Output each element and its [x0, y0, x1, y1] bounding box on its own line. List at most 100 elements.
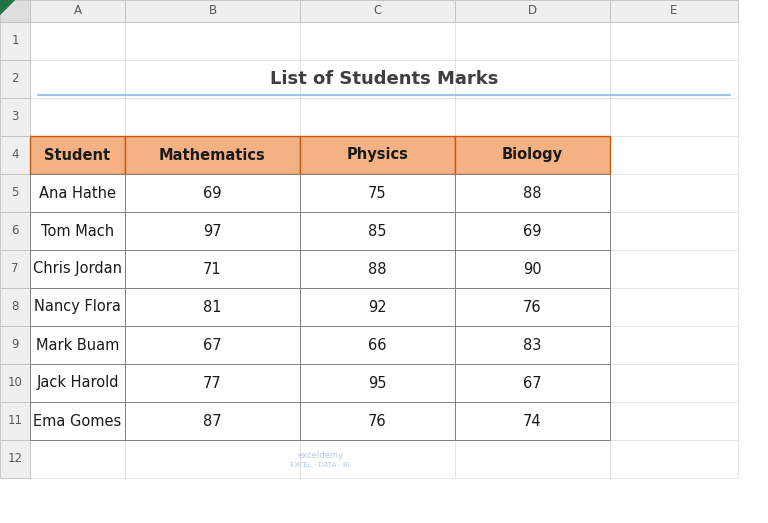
- Bar: [30, 212, 125, 250]
- Bar: [610, 212, 738, 250]
- Text: 81: 81: [204, 300, 222, 314]
- Bar: [125, 174, 300, 212]
- Text: Ana Hathe: Ana Hathe: [39, 186, 116, 200]
- Bar: [610, 326, 738, 364]
- Bar: [0, 98, 30, 136]
- Text: 87: 87: [204, 414, 222, 428]
- Text: 9: 9: [12, 338, 18, 351]
- Bar: [610, 22, 738, 60]
- Bar: [455, 288, 610, 326]
- Bar: [125, 212, 300, 250]
- Bar: [30, 250, 125, 288]
- Bar: [0, 440, 30, 478]
- Text: 75: 75: [368, 186, 387, 200]
- Text: 67: 67: [523, 376, 541, 391]
- Bar: [0, 326, 30, 364]
- Bar: [610, 174, 738, 212]
- Bar: [30, 22, 125, 60]
- Text: C: C: [373, 5, 382, 17]
- Bar: [610, 440, 738, 478]
- Bar: [455, 288, 610, 326]
- Text: 85: 85: [368, 223, 387, 238]
- Bar: [0, 22, 30, 60]
- Bar: [30, 288, 125, 326]
- Bar: [300, 174, 455, 212]
- Bar: [455, 326, 610, 364]
- Bar: [455, 212, 610, 250]
- Bar: [125, 60, 300, 98]
- Text: Biology: Biology: [502, 147, 563, 163]
- Bar: [30, 136, 125, 174]
- Bar: [125, 98, 300, 136]
- Text: Physics: Physics: [346, 147, 409, 163]
- Bar: [300, 402, 455, 440]
- Text: 66: 66: [368, 337, 387, 353]
- Bar: [455, 364, 610, 402]
- Bar: [0, 60, 30, 98]
- Bar: [300, 136, 455, 174]
- Bar: [125, 402, 300, 440]
- Bar: [300, 250, 455, 288]
- Bar: [125, 288, 300, 326]
- Bar: [610, 288, 738, 326]
- Bar: [455, 22, 610, 60]
- Text: 92: 92: [368, 300, 387, 314]
- Bar: [125, 174, 300, 212]
- Text: 88: 88: [523, 186, 541, 200]
- Bar: [300, 326, 455, 364]
- Bar: [300, 60, 455, 98]
- Bar: [455, 98, 610, 136]
- Text: 5: 5: [12, 187, 18, 199]
- Text: 76: 76: [368, 414, 387, 428]
- Bar: [300, 212, 455, 250]
- Bar: [455, 440, 610, 478]
- Bar: [30, 364, 125, 402]
- Text: 97: 97: [204, 223, 222, 238]
- Text: EXCEL · DATA · BI: EXCEL · DATA · BI: [290, 462, 350, 468]
- Text: 3: 3: [12, 110, 18, 123]
- Bar: [30, 364, 125, 402]
- Bar: [30, 136, 125, 174]
- Bar: [30, 402, 125, 440]
- Bar: [125, 250, 300, 288]
- Bar: [125, 0, 300, 22]
- Bar: [30, 212, 125, 250]
- Bar: [30, 174, 125, 212]
- Text: 7: 7: [12, 263, 18, 276]
- Bar: [610, 0, 738, 22]
- Bar: [125, 136, 300, 174]
- Bar: [455, 174, 610, 212]
- Text: exceldemy: exceldemy: [297, 450, 343, 460]
- Bar: [125, 288, 300, 326]
- Bar: [300, 364, 455, 402]
- Text: Tom Mach: Tom Mach: [41, 223, 114, 238]
- Text: E: E: [670, 5, 677, 17]
- Bar: [455, 402, 610, 440]
- Text: 8: 8: [12, 301, 18, 313]
- Bar: [30, 326, 125, 364]
- Text: 11: 11: [8, 415, 22, 427]
- Bar: [125, 326, 300, 364]
- Bar: [30, 402, 125, 440]
- Bar: [125, 364, 300, 402]
- Text: 67: 67: [204, 337, 222, 353]
- Bar: [300, 174, 455, 212]
- Bar: [125, 402, 300, 440]
- Bar: [610, 364, 738, 402]
- Text: 95: 95: [368, 376, 387, 391]
- Text: Student: Student: [45, 147, 111, 163]
- Bar: [125, 212, 300, 250]
- Bar: [30, 326, 125, 364]
- Bar: [30, 174, 125, 212]
- Bar: [125, 136, 300, 174]
- Bar: [455, 136, 610, 174]
- Bar: [300, 288, 455, 326]
- Bar: [455, 250, 610, 288]
- Bar: [610, 98, 738, 136]
- Bar: [300, 212, 455, 250]
- Bar: [300, 326, 455, 364]
- Bar: [30, 98, 125, 136]
- Bar: [300, 136, 455, 174]
- Bar: [30, 0, 125, 22]
- Text: 76: 76: [523, 300, 541, 314]
